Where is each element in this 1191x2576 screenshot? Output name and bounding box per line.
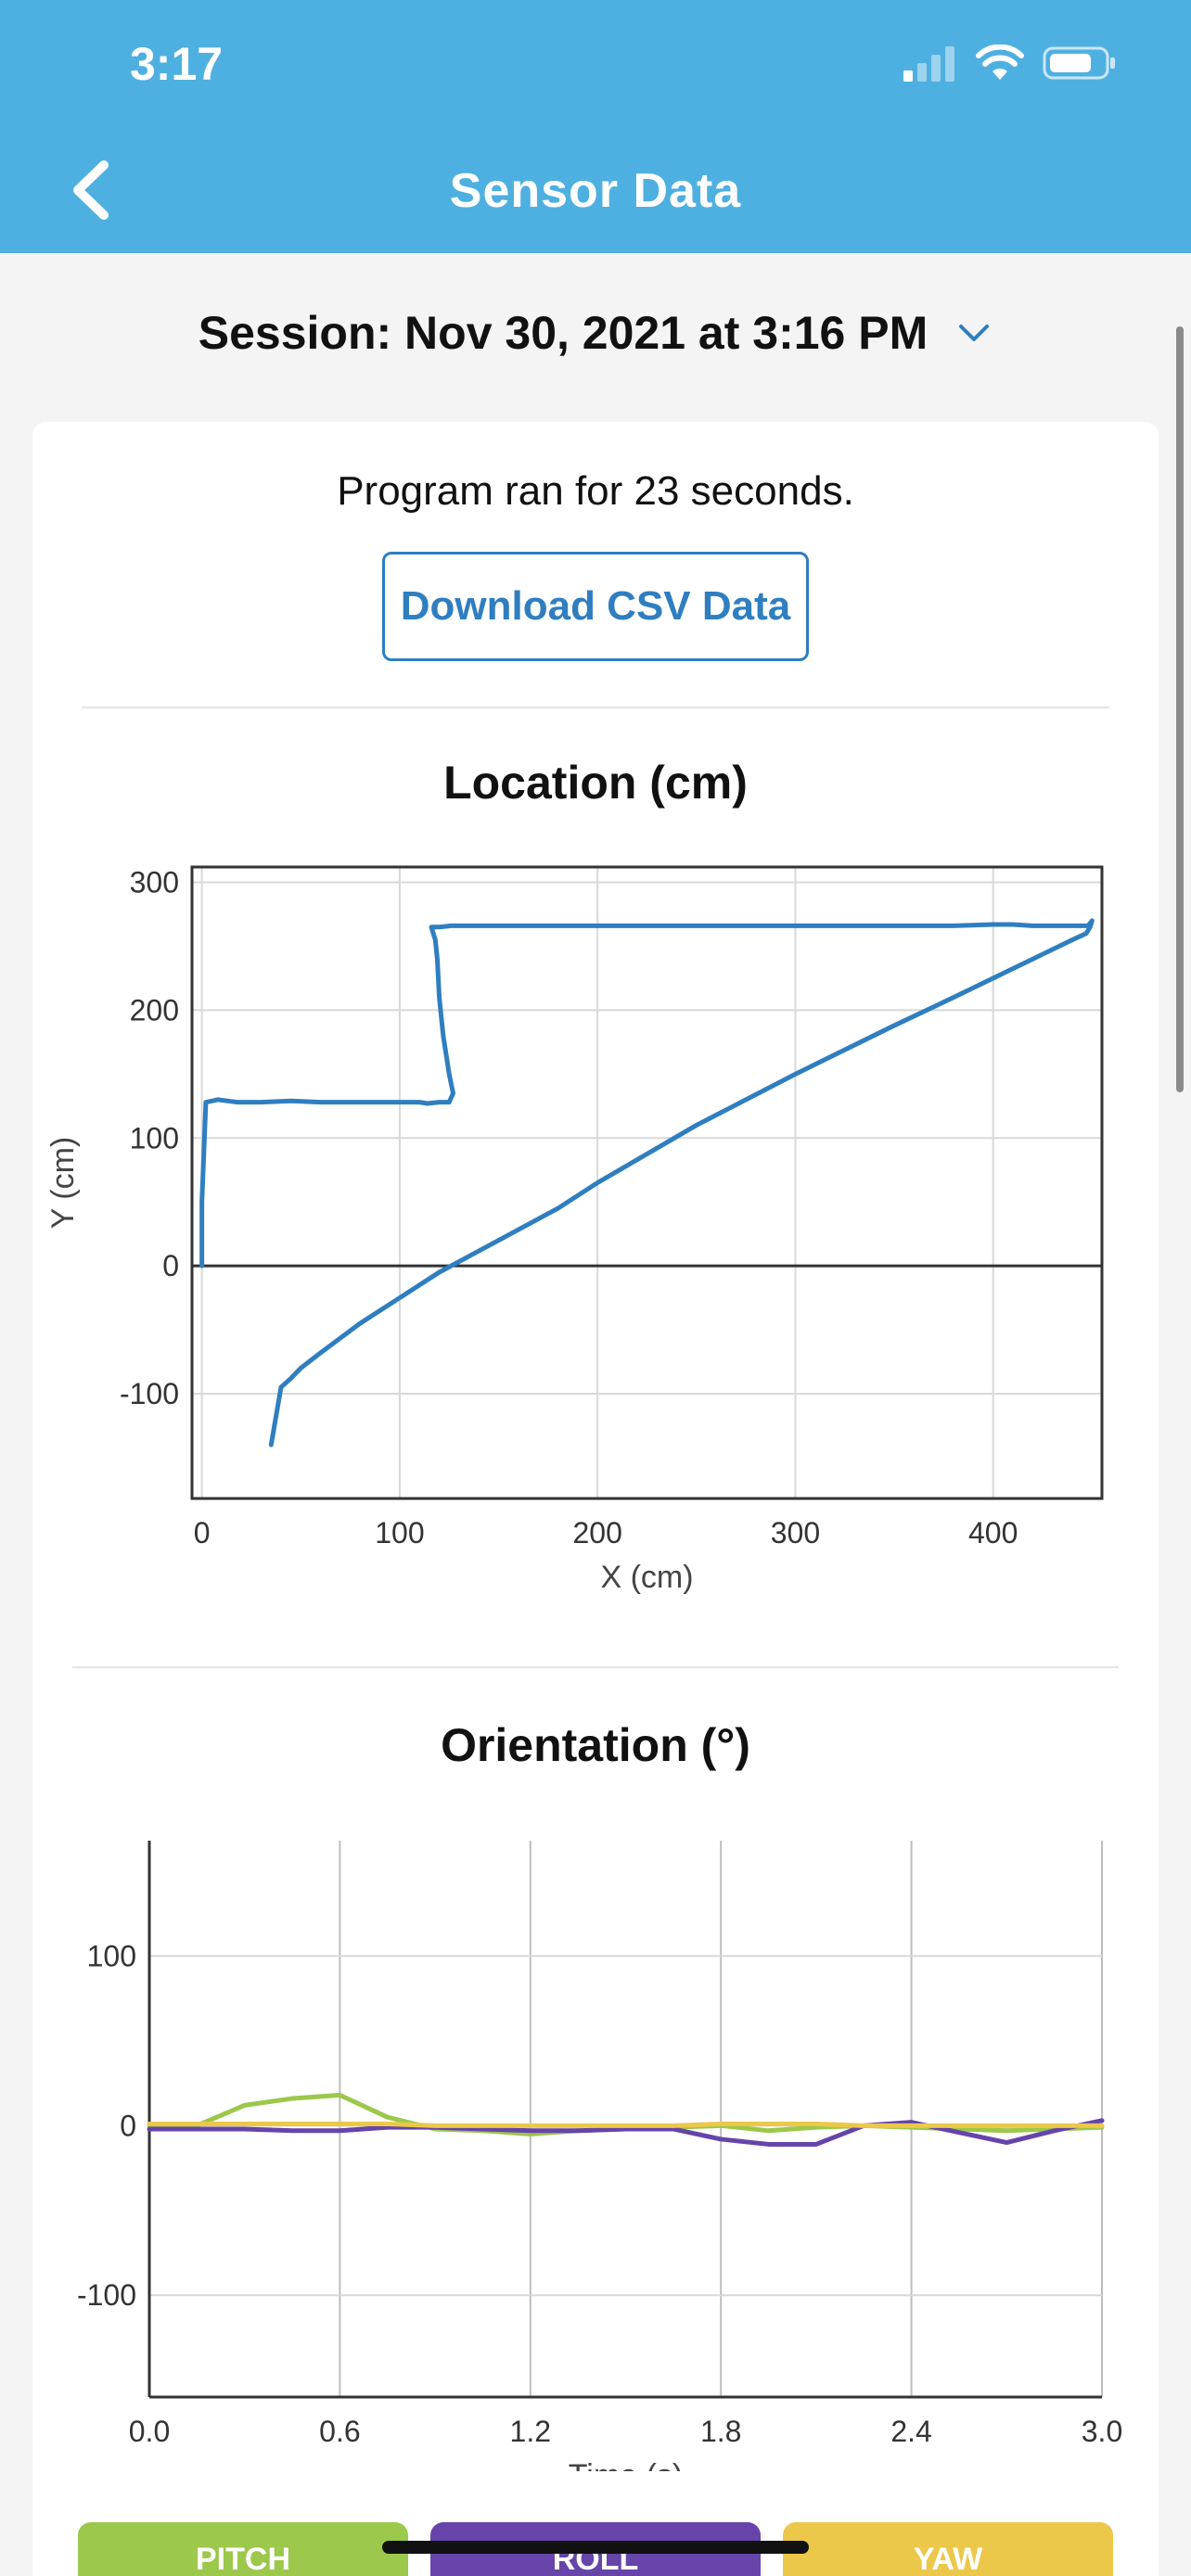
home-indicator[interactable] [382, 2541, 809, 2554]
y-axis-label: Y (cm) [45, 1137, 81, 1229]
x-tick-label: 200 [572, 1516, 621, 1549]
x-tick-label: 3.0 [1082, 2415, 1122, 2448]
y-tick-label: 300 [130, 866, 179, 899]
location-chart: 0 100 200 300 400 -100 0 100 200 300 X (cm) Y (cm) [45, 865, 1104, 1595]
page-title: Sensor Data [449, 164, 742, 218]
x-tick-label: 100 [375, 1516, 424, 1549]
x-tick-label: 1.2 [510, 2415, 551, 2448]
x-tick-label: 0 [194, 1516, 211, 1549]
run-duration-text: Program ran for 23 seconds. [337, 468, 854, 514]
chevron-down-icon[interactable] [955, 321, 992, 345]
cellular-signal-icon [903, 46, 954, 82]
x-tick-label: 2.4 [890, 2415, 931, 2448]
x-axis-label: X (cm) [600, 1560, 693, 1595]
divider [82, 707, 1109, 708]
x-tick-label: 400 [968, 1516, 1018, 1549]
y-tick-label: 200 [130, 993, 179, 1027]
session-dropdown[interactable]: Session: Nov 30, 2021 at 3:16 PM [198, 306, 992, 360]
sensor-card: Program ran for 23 seconds. Download CSV… [32, 422, 1159, 2576]
y-tick-label: -100 [120, 1377, 179, 1410]
status-time: 3:17 [130, 38, 224, 90]
app-header: 3:17 Sensor Data [0, 0, 1191, 253]
scrollbar[interactable] [1176, 326, 1184, 1092]
battery-icon [1043, 46, 1115, 80]
location-chart-title: Location (cm) [443, 757, 748, 809]
legend-pitch-button[interactable]: PITCH [78, 2522, 408, 2576]
orientation-chart-title: Orientation (°) [441, 1719, 750, 1771]
x-tick-label: 0.0 [129, 2415, 170, 2448]
x-tick-label: 1.8 [700, 2415, 741, 2448]
divider [72, 1666, 1119, 1668]
session-label: Session: Nov 30, 2021 at 3:16 PM [198, 307, 928, 359]
y-tick-label: 100 [87, 1939, 136, 1972]
plot-frame [190, 865, 1104, 1500]
x-axis-label: Time (s) [569, 2458, 683, 2471]
y-tick-label: -100 [77, 2278, 136, 2312]
back-chevron-icon[interactable] [65, 158, 121, 223]
status-icons [902, 45, 1117, 82]
series-line-roll [147, 2118, 1105, 2147]
download-csv-button[interactable]: Download CSV Data [382, 552, 809, 661]
y-tick-label: 0 [162, 1249, 179, 1282]
x-tick-label: 300 [771, 1516, 820, 1549]
y-tick-label: 100 [130, 1121, 179, 1154]
series-line-yaw [147, 2121, 1105, 2128]
x-tick-label: 0.6 [319, 2415, 360, 2448]
legend-yaw-button[interactable]: YAW [783, 2522, 1113, 2576]
orientation-chart: 0.0 0.6 1.2 1.8 2.4 3.0 -100 0 100 Time (s) [77, 1841, 1122, 2471]
series-line [199, 918, 1095, 1447]
wifi-icon [976, 45, 1024, 80]
session-selector-container: Session: Nov 30, 2021 at 3:16 PM [0, 306, 1191, 360]
y-tick-label: 0 [120, 2109, 136, 2142]
